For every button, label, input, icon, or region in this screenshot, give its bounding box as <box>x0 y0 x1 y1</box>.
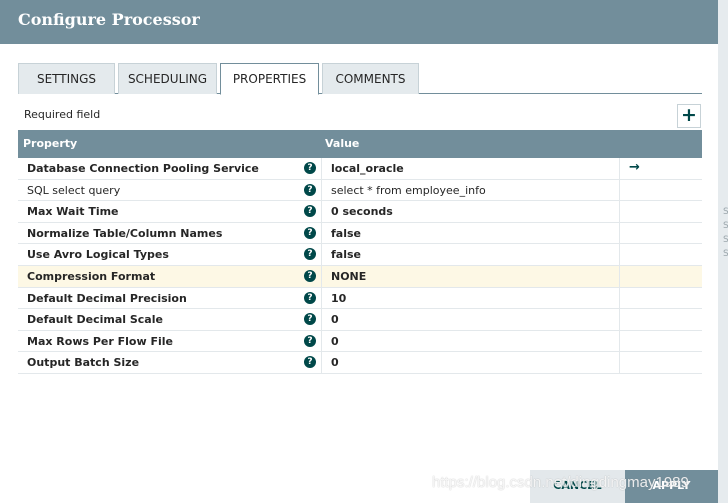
column-divider <box>619 309 620 330</box>
column-header-value[interactable]: Value <box>325 137 360 150</box>
table-row[interactable]: Use Avro Logical Types ? false <box>18 244 702 266</box>
column-divider <box>321 244 322 265</box>
property-value[interactable]: NONE <box>331 269 367 283</box>
add-property-button[interactable]: + <box>677 104 701 128</box>
table-row-selected[interactable]: Compression Format ? NONE <box>18 265 702 288</box>
tab-bar: SETTINGS SCHEDULING PROPERTIES COMMENTS <box>18 63 702 95</box>
column-divider <box>619 222 620 244</box>
help-icon[interactable]: ? <box>304 183 316 196</box>
column-divider <box>619 265 620 287</box>
properties-table: Property Value Database Connection Pooli… <box>18 130 702 374</box>
table-header: Property Value <box>18 130 702 158</box>
column-divider <box>321 179 322 201</box>
column-divider <box>321 265 322 287</box>
plus-icon: + <box>681 104 697 126</box>
watermark: https://blog.csdn.net/dingdingmay1989 <box>432 474 689 491</box>
help-icon[interactable]: ? <box>304 291 316 304</box>
property-name: Compression Format <box>27 269 156 283</box>
column-divider <box>321 222 322 244</box>
required-field-label: Required field <box>24 108 101 121</box>
help-icon[interactable]: ? <box>304 226 316 239</box>
column-divider <box>619 287 620 309</box>
property-value[interactable]: 0 seconds <box>331 205 393 219</box>
column-divider <box>321 309 322 330</box>
dialog-header: Configure Processor <box>0 0 718 44</box>
goto-arrow-icon[interactable]: → <box>629 160 640 175</box>
help-icon[interactable]: ? <box>304 248 316 261</box>
property-name: Max Wait Time <box>27 205 119 219</box>
apply-button[interactable]: APPLY <box>625 470 718 503</box>
column-divider <box>619 330 620 352</box>
tab-scheduling[interactable]: SCHEDULING <box>118 63 217 94</box>
table-row[interactable]: Normalize Table/Column Names ? false <box>18 222 702 245</box>
table-row[interactable]: Default Decimal Precision ? 10 <box>18 287 702 310</box>
column-header-property[interactable]: Property <box>23 137 78 150</box>
table-row[interactable]: SQL select query ? select * from employe… <box>18 179 702 202</box>
property-value[interactable]: 0 <box>331 334 339 348</box>
help-icon[interactable]: ? <box>304 269 316 282</box>
column-divider <box>619 244 620 265</box>
help-icon[interactable]: ? <box>304 313 316 326</box>
table-row[interactable]: Max Wait Time ? 0 seconds <box>18 201 702 223</box>
column-divider <box>321 352 322 373</box>
column-divider <box>619 352 620 373</box>
property-name: Database Connection Pooling Service <box>27 162 259 175</box>
property-value[interactable]: local_oracle <box>331 162 404 175</box>
column-divider <box>321 158 322 179</box>
property-name: Output Batch Size <box>27 356 140 370</box>
table-row[interactable]: Default Decimal Scale ? 0 <box>18 309 702 331</box>
property-name: Default Decimal Scale <box>27 313 163 327</box>
column-divider <box>321 201 322 222</box>
property-name: Default Decimal Precision <box>27 291 187 305</box>
column-divider <box>619 158 620 179</box>
property-value[interactable]: false <box>331 226 361 240</box>
cancel-button[interactable]: CANCEL <box>530 470 625 503</box>
help-icon[interactable]: ? <box>304 205 316 218</box>
column-divider <box>321 330 322 352</box>
table-row[interactable]: Database Connection Pooling Service ? lo… <box>18 158 702 180</box>
tab-comments[interactable]: COMMENTS <box>322 63 419 94</box>
dialog-title: Configure Processor <box>18 10 200 29</box>
help-icon[interactable]: ? <box>304 162 316 174</box>
property-name: Normalize Table/Column Names <box>27 226 223 240</box>
column-divider <box>619 201 620 222</box>
dialog-footer: CANCEL APPLY <box>0 470 718 503</box>
table-row[interactable]: Max Rows Per Flow File ? 0 <box>18 330 702 353</box>
property-value[interactable]: 0 <box>331 356 339 370</box>
tab-properties[interactable]: PROPERTIES <box>220 63 319 95</box>
property-name: SQL select query <box>27 183 121 197</box>
property-value[interactable]: false <box>331 248 361 262</box>
column-divider <box>321 287 322 309</box>
property-value[interactable]: 10 <box>331 291 347 305</box>
tab-settings[interactable]: SETTINGS <box>18 63 115 94</box>
property-name: Max Rows Per Flow File <box>27 334 173 348</box>
help-icon[interactable]: ? <box>304 356 316 369</box>
property-name: Use Avro Logical Types <box>27 248 169 262</box>
help-icon[interactable]: ? <box>304 334 316 347</box>
column-divider <box>619 179 620 201</box>
table-row[interactable]: Output Batch Size ? 0 <box>18 352 702 374</box>
background-canvas <box>718 0 728 503</box>
property-value[interactable]: select * from employee_info <box>331 183 486 197</box>
property-value[interactable]: 0 <box>331 313 339 327</box>
